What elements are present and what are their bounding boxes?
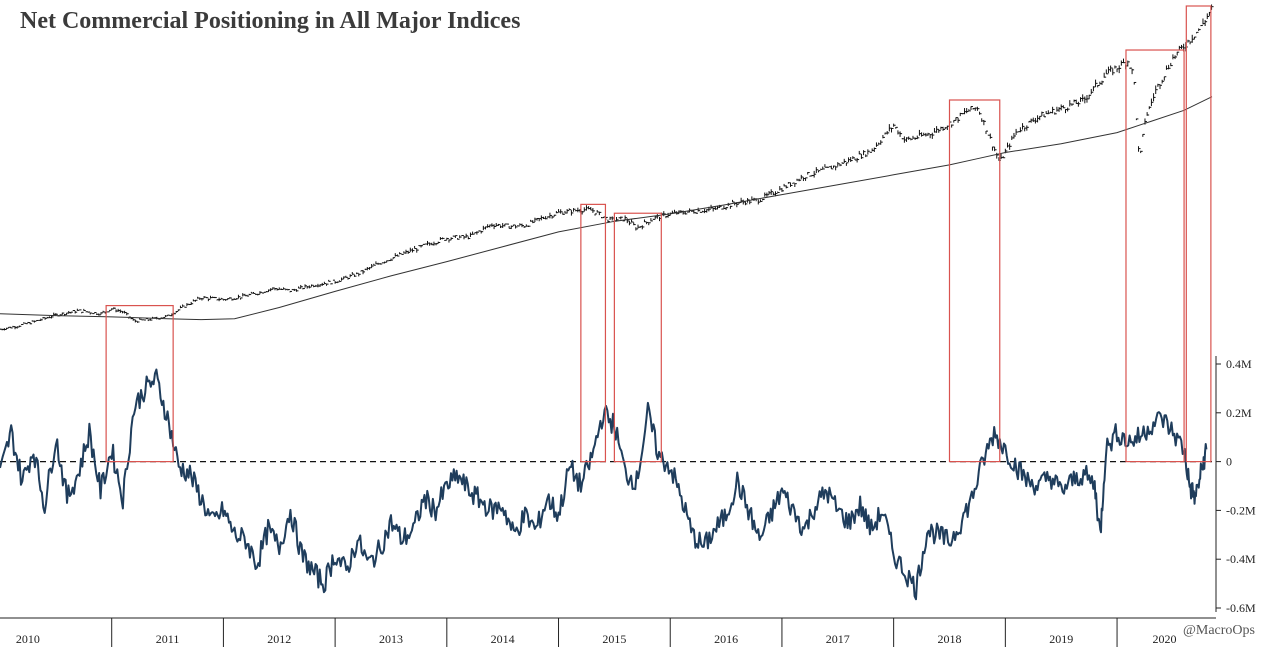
year-label: 2018: [937, 632, 961, 646]
highlight-box: [106, 306, 173, 462]
year-label: 2016: [714, 632, 738, 646]
highlight-box: [1186, 6, 1211, 462]
year-label: 2011: [156, 632, 180, 646]
highlight-box: [1126, 50, 1184, 462]
y-tick-label: -0.2M: [1226, 503, 1256, 517]
year-label: 2020: [1153, 632, 1177, 646]
chart-canvas: 0.4M 0.2M 0 -0.2M -0.4M -0.6M 2010 2011 2012 2013…: [0, 0, 1261, 647]
y-tick-label: 0: [1226, 455, 1232, 469]
year-label: 2019: [1049, 632, 1073, 646]
highlight-box: [949, 100, 999, 462]
y-tick-label: 0.2M: [1226, 406, 1252, 420]
year-label: 2010: [16, 632, 40, 646]
watermark: @MacroOps: [1183, 623, 1255, 639]
year-label: 2017: [826, 632, 850, 646]
positioning-line: [0, 370, 1206, 600]
year-label: 2013: [379, 632, 403, 646]
year-label: 2014: [491, 632, 515, 646]
highlight-boxes: [106, 6, 1211, 462]
chart-title: Net Commercial Positioning in All Major …: [20, 8, 520, 35]
y-tick-label: -0.6M: [1226, 601, 1256, 615]
price-panel: [0, 4, 1214, 330]
y-tick-label: -0.4M: [1226, 552, 1256, 566]
year-label: 2015: [602, 632, 626, 646]
year-label: 2012: [267, 632, 291, 646]
axes: 0.4M 0.2M 0 -0.2M -0.4M -0.6M 2010 2011 2012 2013…: [0, 356, 1256, 647]
y-tick-label: 0.4M: [1226, 357, 1252, 371]
